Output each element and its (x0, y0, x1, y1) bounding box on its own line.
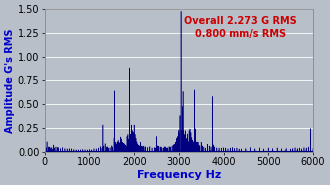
Text: Overall 2.273 G RMS
0.800 mm/s RMS: Overall 2.273 G RMS 0.800 mm/s RMS (184, 16, 297, 39)
Y-axis label: Amplitude G's RMS: Amplitude G's RMS (5, 28, 15, 133)
X-axis label: Frequency Hz: Frequency Hz (137, 170, 221, 180)
